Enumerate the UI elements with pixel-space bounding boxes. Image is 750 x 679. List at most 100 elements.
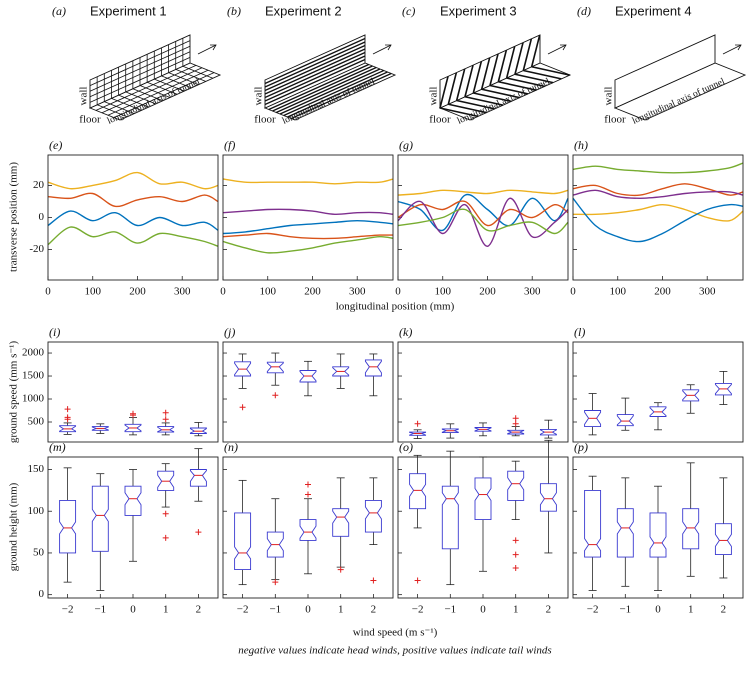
plot-frame [397,341,569,443]
pattern-line [268,63,370,111]
pattern-line [506,77,545,88]
box [649,512,667,558]
pattern-line [498,80,537,91]
outlier [414,577,421,584]
plot-frame [222,154,394,281]
pattern-line [447,72,458,105]
x-tick-label: 1 [688,604,694,616]
wall-label: wall [78,87,90,106]
box [332,508,350,537]
x-tick-label: −2 [587,604,599,616]
plot-frame [397,456,569,599]
x-tick-label: 100 [434,286,451,298]
outlier [64,406,71,413]
x-tick-label: 200 [479,286,496,298]
panel-label: (e) [49,138,62,152]
y-tick-label: 1500 [22,370,45,382]
pattern-line [497,49,508,82]
box [124,485,142,516]
x-tick-label: 300 [349,286,366,298]
x-tick-label: 2 [371,604,377,616]
x-axis-label: wind speed (m s⁻¹) [353,627,438,639]
pattern-line [522,38,533,71]
y-tick-label: 0 [39,211,45,223]
series-line [222,178,394,185]
outlier [512,565,519,571]
x-tick-label: −1 [94,604,106,616]
pattern-line [264,48,366,95]
outlier [512,551,519,558]
pattern-line [264,58,366,106]
x-tick-label: −2 [412,604,424,616]
box [474,477,492,521]
pattern-line [456,99,495,110]
panel: (n) −2 −1 0 1 2 [222,440,394,616]
pattern-line [154,78,185,92]
outlier [305,491,311,498]
arrow [547,44,567,55]
y-tick-label: 1000 [22,393,45,405]
floor-label: floor [254,114,276,126]
panel-label: (l) [574,325,585,339]
plot-frame [47,456,219,599]
x-tick-label: −2 [62,604,74,616]
floor-label: floor [604,114,626,126]
pattern-line [146,81,178,95]
panel: (k) [397,325,569,443]
panel: (o) −2 −1 0 1 2 [397,440,569,616]
series-line [222,232,394,240]
pattern-line [530,34,541,67]
pattern-line [118,94,149,108]
panel-label: (a) [52,4,66,18]
series-line [397,189,569,196]
panel-label: (p) [574,440,588,454]
x-tick-label: 0 [480,604,486,616]
plot-frame [397,154,569,281]
diagram-title: Experiment 3 [440,3,517,18]
arrow-head [735,44,742,51]
pattern-line [275,66,377,114]
x-tick-label: −2 [237,604,249,616]
y-axis-label: transverse position (mm) [8,162,20,272]
panel-label: (k) [399,325,412,339]
outlier [162,416,169,423]
x-tick-label: 300 [174,286,191,298]
pattern-line [104,101,135,114]
panel-label: (g) [399,138,413,152]
wall-label: wall [603,87,615,106]
panel-label: (m) [49,440,66,454]
pattern-line [96,104,128,118]
outlier [130,410,136,417]
pattern-line [290,72,392,120]
pattern-line [264,55,366,102]
outlier [162,409,169,416]
pattern-line [531,65,570,76]
x-tick-label: 0 [655,604,661,616]
floor-label: floor [79,114,101,126]
x-tick-label: 2 [721,604,727,616]
floor-label: floor [429,114,451,126]
box [364,499,382,533]
panel: (f) 0 100 200 300 [220,138,394,298]
pattern-line [175,69,206,82]
x-tick-label: −1 [269,604,281,616]
y-tick-label: 50 [33,546,45,558]
x-tick-label: 1 [163,604,169,616]
pattern-line [455,68,466,101]
diagram-title: Experiment 2 [265,3,342,18]
box [189,469,207,487]
pattern-line [272,65,373,112]
outlier [162,510,169,517]
pattern-line [279,68,381,115]
plot-frame [47,341,219,443]
box [616,414,634,427]
pattern-line [464,64,474,97]
pattern-line [132,88,164,102]
y-tick-label: 500 [28,416,45,428]
x-tick-label: 100 [259,286,276,298]
pattern-line [489,53,499,86]
series-line [47,192,219,208]
plot-frame [47,154,219,281]
x-tick-label: 2 [546,604,552,616]
